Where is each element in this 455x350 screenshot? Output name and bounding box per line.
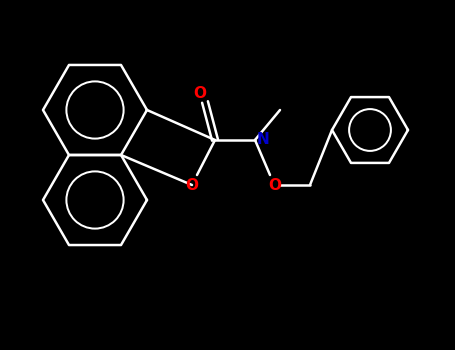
Text: O: O bbox=[193, 86, 207, 102]
Text: O: O bbox=[186, 177, 198, 192]
Text: N: N bbox=[257, 133, 269, 147]
Text: O: O bbox=[268, 177, 282, 192]
